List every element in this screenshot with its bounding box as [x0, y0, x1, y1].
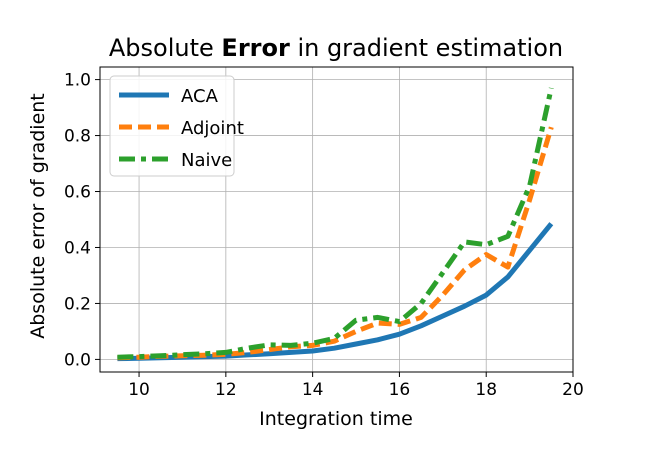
x-tick-label: 18: [475, 380, 497, 400]
y-tick-label: 0.8: [64, 127, 91, 147]
plot-frame: [99, 66, 574, 373]
x-tick-label: 20: [562, 380, 584, 400]
chart-title: Absolute Error in gradient estimation: [109, 34, 563, 62]
y-tick-label: 0.6: [64, 183, 91, 203]
axis-ticks: 10 12 14 16 18 20 0.0 0.2 0.4 0.6 0.8 1.0: [64, 71, 584, 400]
y-tick-label: 0.2: [64, 294, 91, 314]
chart-title-part: Absolute: [109, 34, 222, 62]
y-tick-label: 0.4: [64, 238, 91, 258]
legend-label-naive: Naive: [181, 150, 232, 171]
y-tick-label: 1.0: [64, 71, 91, 91]
y-axis-label: Absolute error of gradient: [27, 93, 49, 339]
chart-title-part: in gradient estimation: [290, 34, 563, 62]
series-line-naive: [117, 87, 554, 360]
x-tick-label: 16: [389, 380, 411, 400]
series-line-adjoint: [117, 126, 554, 361]
legend-label-aca: ACA: [181, 86, 219, 107]
series-line-aca: [117, 222, 554, 362]
x-tick-label: 10: [128, 380, 150, 400]
x-axis-label: Integration time: [259, 408, 413, 430]
legend-box: [109, 75, 235, 177]
legend-label-adjoint: Adjoint: [181, 118, 244, 139]
y-tick-label: 0.0: [64, 350, 91, 370]
chart-title-part: Error: [221, 34, 290, 62]
series-lines: [117, 87, 554, 362]
x-tick-label: 14: [302, 380, 324, 400]
legend: ACA Adjoint Naive: [109, 75, 244, 177]
x-tick-label: 12: [215, 380, 237, 400]
